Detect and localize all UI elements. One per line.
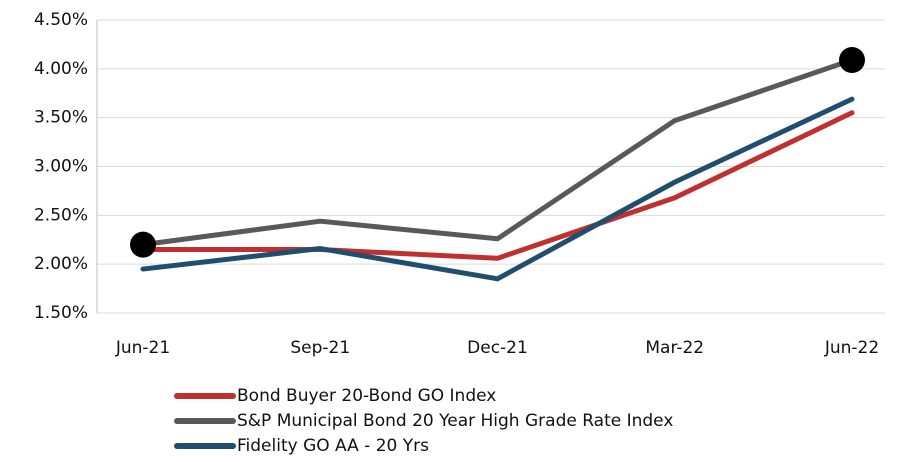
series-line: [140, 57, 855, 248]
series-line: [140, 110, 855, 261]
series-line: [140, 96, 855, 282]
y-tick-label: 2.50%: [34, 205, 88, 225]
y-tick-label: 1.50%: [34, 303, 88, 323]
legend-label: Bond Buyer 20-Bond GO Index: [237, 386, 496, 406]
x-tick-label: Jun-22: [824, 338, 879, 358]
y-tick-label: 4.00%: [34, 59, 88, 79]
x-tick-label: Dec-21: [467, 338, 528, 358]
x-tick-label: Jun-21: [115, 338, 170, 358]
point-marker: [130, 231, 156, 258]
x-tick-label: Sep-21: [290, 338, 350, 358]
y-tick-label: 4.50%: [34, 10, 88, 30]
point-marker: [839, 47, 865, 74]
legend-label: S&P Municipal Bond 20 Year High Grade Ra…: [237, 411, 673, 431]
x-tick-label: Mar-22: [645, 338, 704, 358]
y-tick-label: 2.00%: [34, 254, 88, 274]
legend-label: Fidelity GO AA - 20 Yrs: [237, 436, 429, 456]
y-tick-label: 3.50%: [34, 108, 88, 128]
y-tick-label: 3.00%: [34, 157, 88, 177]
